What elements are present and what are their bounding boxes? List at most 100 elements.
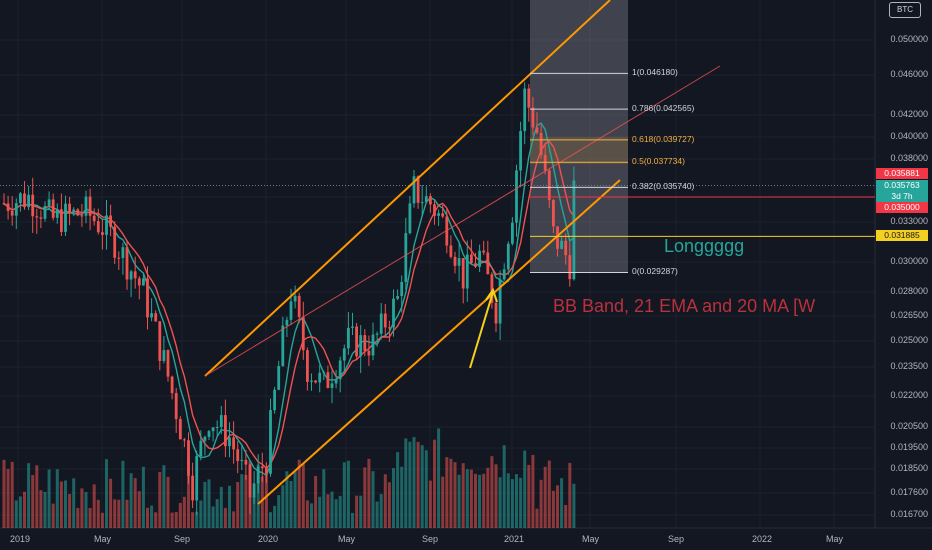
candle-body xyxy=(277,366,281,390)
candle-body xyxy=(14,203,18,216)
volume-bar xyxy=(301,463,305,528)
candle-body xyxy=(35,216,39,218)
volume-bar xyxy=(23,491,26,528)
volume-bar xyxy=(424,450,428,528)
candle-body xyxy=(19,193,22,204)
volume-bar xyxy=(240,474,244,528)
volume-bar xyxy=(392,468,395,528)
candle-body xyxy=(142,278,145,286)
volume-bar xyxy=(482,473,486,528)
volume-bar xyxy=(539,479,543,528)
volume-bar xyxy=(109,478,113,528)
candle-body xyxy=(527,88,531,108)
candle-body xyxy=(474,263,477,267)
volume-bar xyxy=(416,441,420,528)
volume-bar xyxy=(494,464,498,528)
volume-bar xyxy=(334,499,338,528)
price-tick-label: 0.019500 xyxy=(890,442,928,452)
candle-body xyxy=(535,127,539,133)
candle-body xyxy=(420,202,424,204)
volume-bar xyxy=(27,463,31,528)
price-tick-label: 0.026500 xyxy=(890,310,928,320)
long-note: Longgggg xyxy=(664,236,745,256)
volume-bar xyxy=(486,467,490,528)
symbol-badge[interactable]: BTC xyxy=(889,2,921,18)
time-tick-label: Sep xyxy=(174,534,191,544)
price-tick-label: 0.018500 xyxy=(890,463,928,473)
volume-bar xyxy=(535,508,539,528)
price-tick-label: 0.020500 xyxy=(890,421,928,431)
time-tick-label: 2020 xyxy=(258,534,279,544)
volume-bar xyxy=(371,471,375,528)
volume-bar xyxy=(445,457,449,528)
candle-body xyxy=(166,350,170,377)
volume-bar xyxy=(68,494,72,528)
volume-bar xyxy=(105,459,108,528)
candle-body xyxy=(351,326,354,328)
candle-body xyxy=(568,255,572,280)
candle-body xyxy=(121,247,125,258)
candle-body xyxy=(273,389,276,411)
candle-body xyxy=(211,427,215,432)
candle-body xyxy=(416,176,420,203)
volume-bar xyxy=(572,483,576,528)
candle-body xyxy=(453,256,457,266)
volume-bar xyxy=(297,459,301,528)
candle-body xyxy=(23,193,26,208)
volume-bar xyxy=(137,491,141,528)
volume-bar xyxy=(523,450,527,528)
volume-bar xyxy=(51,503,55,528)
candle-body xyxy=(482,250,486,253)
volume-bar xyxy=(252,496,256,528)
time-tick-label: Sep xyxy=(668,534,685,544)
candle-body xyxy=(511,222,514,244)
candle-body xyxy=(359,335,363,357)
volume-bar xyxy=(400,466,404,528)
candle-body xyxy=(371,334,375,356)
volume-bar xyxy=(433,439,436,528)
candle-body xyxy=(27,194,30,208)
volume-bar xyxy=(375,501,379,528)
volume-bar xyxy=(174,512,178,528)
candle-body xyxy=(125,247,129,280)
candle-body xyxy=(84,196,88,216)
price-tick-label: 0.030000 xyxy=(890,256,928,266)
volume-bar xyxy=(244,474,248,528)
volume-bar xyxy=(129,473,133,528)
price-tag: 0.035000 xyxy=(876,202,928,213)
volume-bar xyxy=(498,477,502,528)
price-tick-label: 0.038000 xyxy=(890,153,928,163)
candle-body xyxy=(109,215,112,227)
volume-bar xyxy=(289,480,293,528)
candle-body xyxy=(6,203,10,211)
candle-body xyxy=(178,419,182,440)
candle-body xyxy=(117,257,121,259)
candle-body xyxy=(400,281,404,297)
volume-bar xyxy=(14,500,18,528)
candle-body xyxy=(539,132,543,155)
volume-bar xyxy=(72,478,76,528)
price-tag: 0.035881 xyxy=(876,168,928,179)
candle-body xyxy=(252,483,256,498)
candle-body xyxy=(379,313,383,334)
time-tick-label: Sep xyxy=(422,534,439,544)
candle-body xyxy=(461,258,465,289)
volume-bar xyxy=(338,495,342,528)
candle-body xyxy=(437,213,440,216)
candle-body xyxy=(519,130,522,171)
channel-mid-line xyxy=(204,65,721,377)
candle-body xyxy=(256,466,260,484)
volume-bar xyxy=(310,503,313,528)
candle-body xyxy=(199,440,203,457)
volume-bar xyxy=(342,462,346,528)
candle-body xyxy=(502,269,506,280)
candle-body xyxy=(224,415,227,447)
price-tick-label: 0.022000 xyxy=(890,390,928,400)
volume-bar xyxy=(363,467,367,528)
volume-bar xyxy=(162,465,166,528)
volume-bar xyxy=(383,474,387,528)
volume-bar xyxy=(543,466,547,528)
volume-bar xyxy=(355,495,359,528)
